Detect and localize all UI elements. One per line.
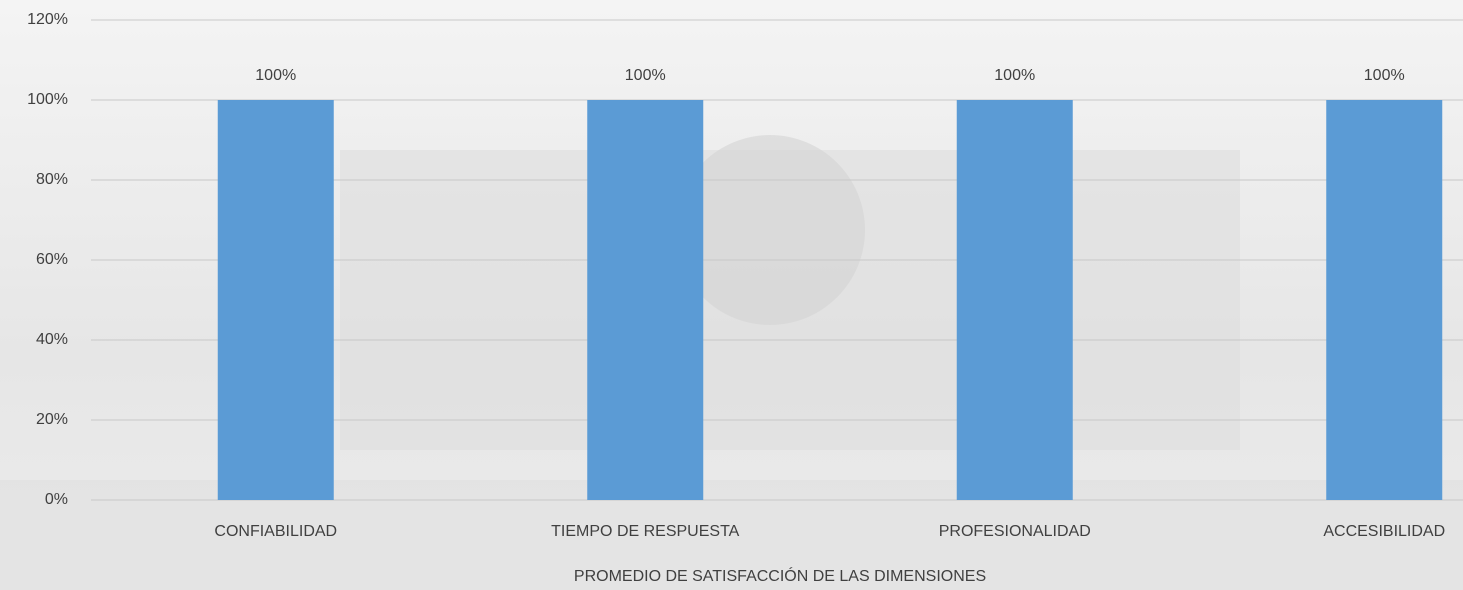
data-label: 100% <box>994 67 1035 84</box>
x-tick-label: TIEMPO DE RESPUESTA <box>551 523 740 540</box>
x-axis-label: PROMEDIO DE SATISFACCIÓN DE LAS DIMENSIO… <box>574 566 986 585</box>
bar <box>217 100 334 500</box>
data-label: 100% <box>255 67 296 84</box>
y-tick-label: 60% <box>36 251 68 268</box>
y-tick-label: 40% <box>36 331 68 348</box>
x-tick-label: PROFESIONALIDAD <box>939 523 1091 540</box>
bar <box>956 100 1073 500</box>
emblem <box>675 135 865 325</box>
bar <box>587 100 704 500</box>
y-tick-label: 100% <box>27 91 68 108</box>
data-label: 100% <box>625 67 666 84</box>
bar <box>1326 100 1443 500</box>
y-tick-label: 80% <box>36 171 68 188</box>
y-tick-label: 20% <box>36 411 68 428</box>
y-tick-label: 120% <box>27 11 68 28</box>
data-label: 100% <box>1364 67 1405 84</box>
y-tick-label: 0% <box>45 491 68 508</box>
x-tick-label: CONFIABILIDAD <box>214 523 337 540</box>
x-tick-label: ACCESIBILIDAD <box>1323 523 1445 540</box>
